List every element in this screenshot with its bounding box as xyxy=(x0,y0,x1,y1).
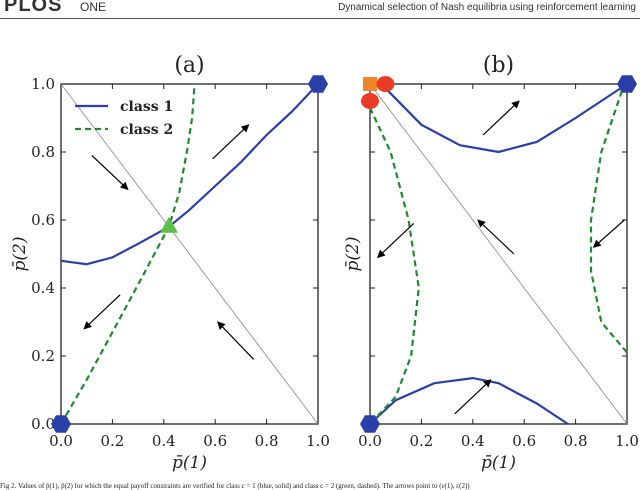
diagonal-line xyxy=(60,83,319,425)
figure: (a) 0.0 0.2 0.4 0.6 0.8 1.0 0.0 0.2 0.4 0.6 0.8 1.0 p… xyxy=(10,53,639,473)
class2-curve xyxy=(369,107,420,425)
direction-arrow xyxy=(454,379,492,415)
plos-logo: PLOS xyxy=(4,0,63,16)
class1-curve xyxy=(387,83,628,154)
x-tick-label: 0.4 xyxy=(152,432,176,450)
plos-logo-suffix: ONE xyxy=(80,0,107,14)
direction-arrow xyxy=(376,222,415,259)
class1-curve xyxy=(60,83,319,266)
figure-caption: Fig 2. Values of p̄(1), p̄(2) for which … xyxy=(0,482,470,490)
x-tick-label: 0.6 xyxy=(203,432,227,450)
x-axis-label: p̄(1) xyxy=(172,453,207,473)
direction-arrow xyxy=(217,321,255,360)
hexagon-marker xyxy=(360,415,380,433)
direction-arrow xyxy=(477,219,515,255)
x-tick-label: 0.8 xyxy=(564,432,588,450)
circle-marker xyxy=(376,76,395,92)
y-tick-label: 0.4 xyxy=(31,279,55,297)
running-title: Dynamical selection of Nash equilibria u… xyxy=(338,2,636,13)
x-tick-label: 0.6 xyxy=(512,432,536,450)
y-axis-label: p̄(2) xyxy=(10,237,30,272)
hexagon-marker xyxy=(617,75,637,93)
circle-marker xyxy=(361,93,379,109)
diagonal-line xyxy=(369,83,628,425)
class2-curve xyxy=(589,90,628,354)
class1-curve xyxy=(369,376,569,425)
plot-frame xyxy=(60,83,319,425)
y-tick-label: 1.0 xyxy=(31,75,55,93)
legend-label: class 2 xyxy=(120,122,173,138)
y-axis-label: p̄(2) xyxy=(343,237,363,272)
direction-arrow xyxy=(83,294,121,330)
square-marker xyxy=(363,77,377,91)
panel-b: (b) 0.0 0.2 0.4 0.6 0.8 1.0 p̄(1) p̄(2) xyxy=(343,53,639,473)
y-tick-label: 0.0 xyxy=(31,415,55,433)
direction-arrow xyxy=(91,154,129,191)
y-tick-label: 0.2 xyxy=(31,347,55,365)
plot-frame xyxy=(369,83,628,425)
x-axis-label: p̄(1) xyxy=(481,453,516,473)
x-tick-label: 0.4 xyxy=(461,432,485,450)
y-tick-label: 0.6 xyxy=(31,211,55,229)
direction-arrow xyxy=(592,219,625,248)
direction-arrow xyxy=(212,124,250,160)
page-header: PLOS ONE Dynamical selection of Nash equ… xyxy=(0,0,640,19)
x-tick-label: 0.2 xyxy=(100,432,124,450)
panel-title: (b) xyxy=(483,53,514,78)
x-tick-label: 1.0 xyxy=(615,432,639,450)
x-tick-label: 1.0 xyxy=(306,432,330,450)
panel-title: (a) xyxy=(174,53,204,78)
legend-label: class 1 xyxy=(120,99,173,115)
x-tick-label: 0.2 xyxy=(409,432,433,450)
x-tick-label: 0.0 xyxy=(49,432,73,450)
hexagon-marker xyxy=(51,415,71,433)
hexagon-marker xyxy=(308,75,328,93)
triangle-marker xyxy=(159,216,178,233)
direction-arrow xyxy=(482,100,520,136)
x-tick-label: 0.0 xyxy=(358,432,382,450)
y-tick-label: 0.8 xyxy=(31,143,55,161)
panel-a: (a) 0.0 0.2 0.4 0.6 0.8 1.0 0.0 0.2 0.4 0.6 0.8 1.0 p… xyxy=(10,53,330,473)
x-tick-label: 0.8 xyxy=(255,432,279,450)
